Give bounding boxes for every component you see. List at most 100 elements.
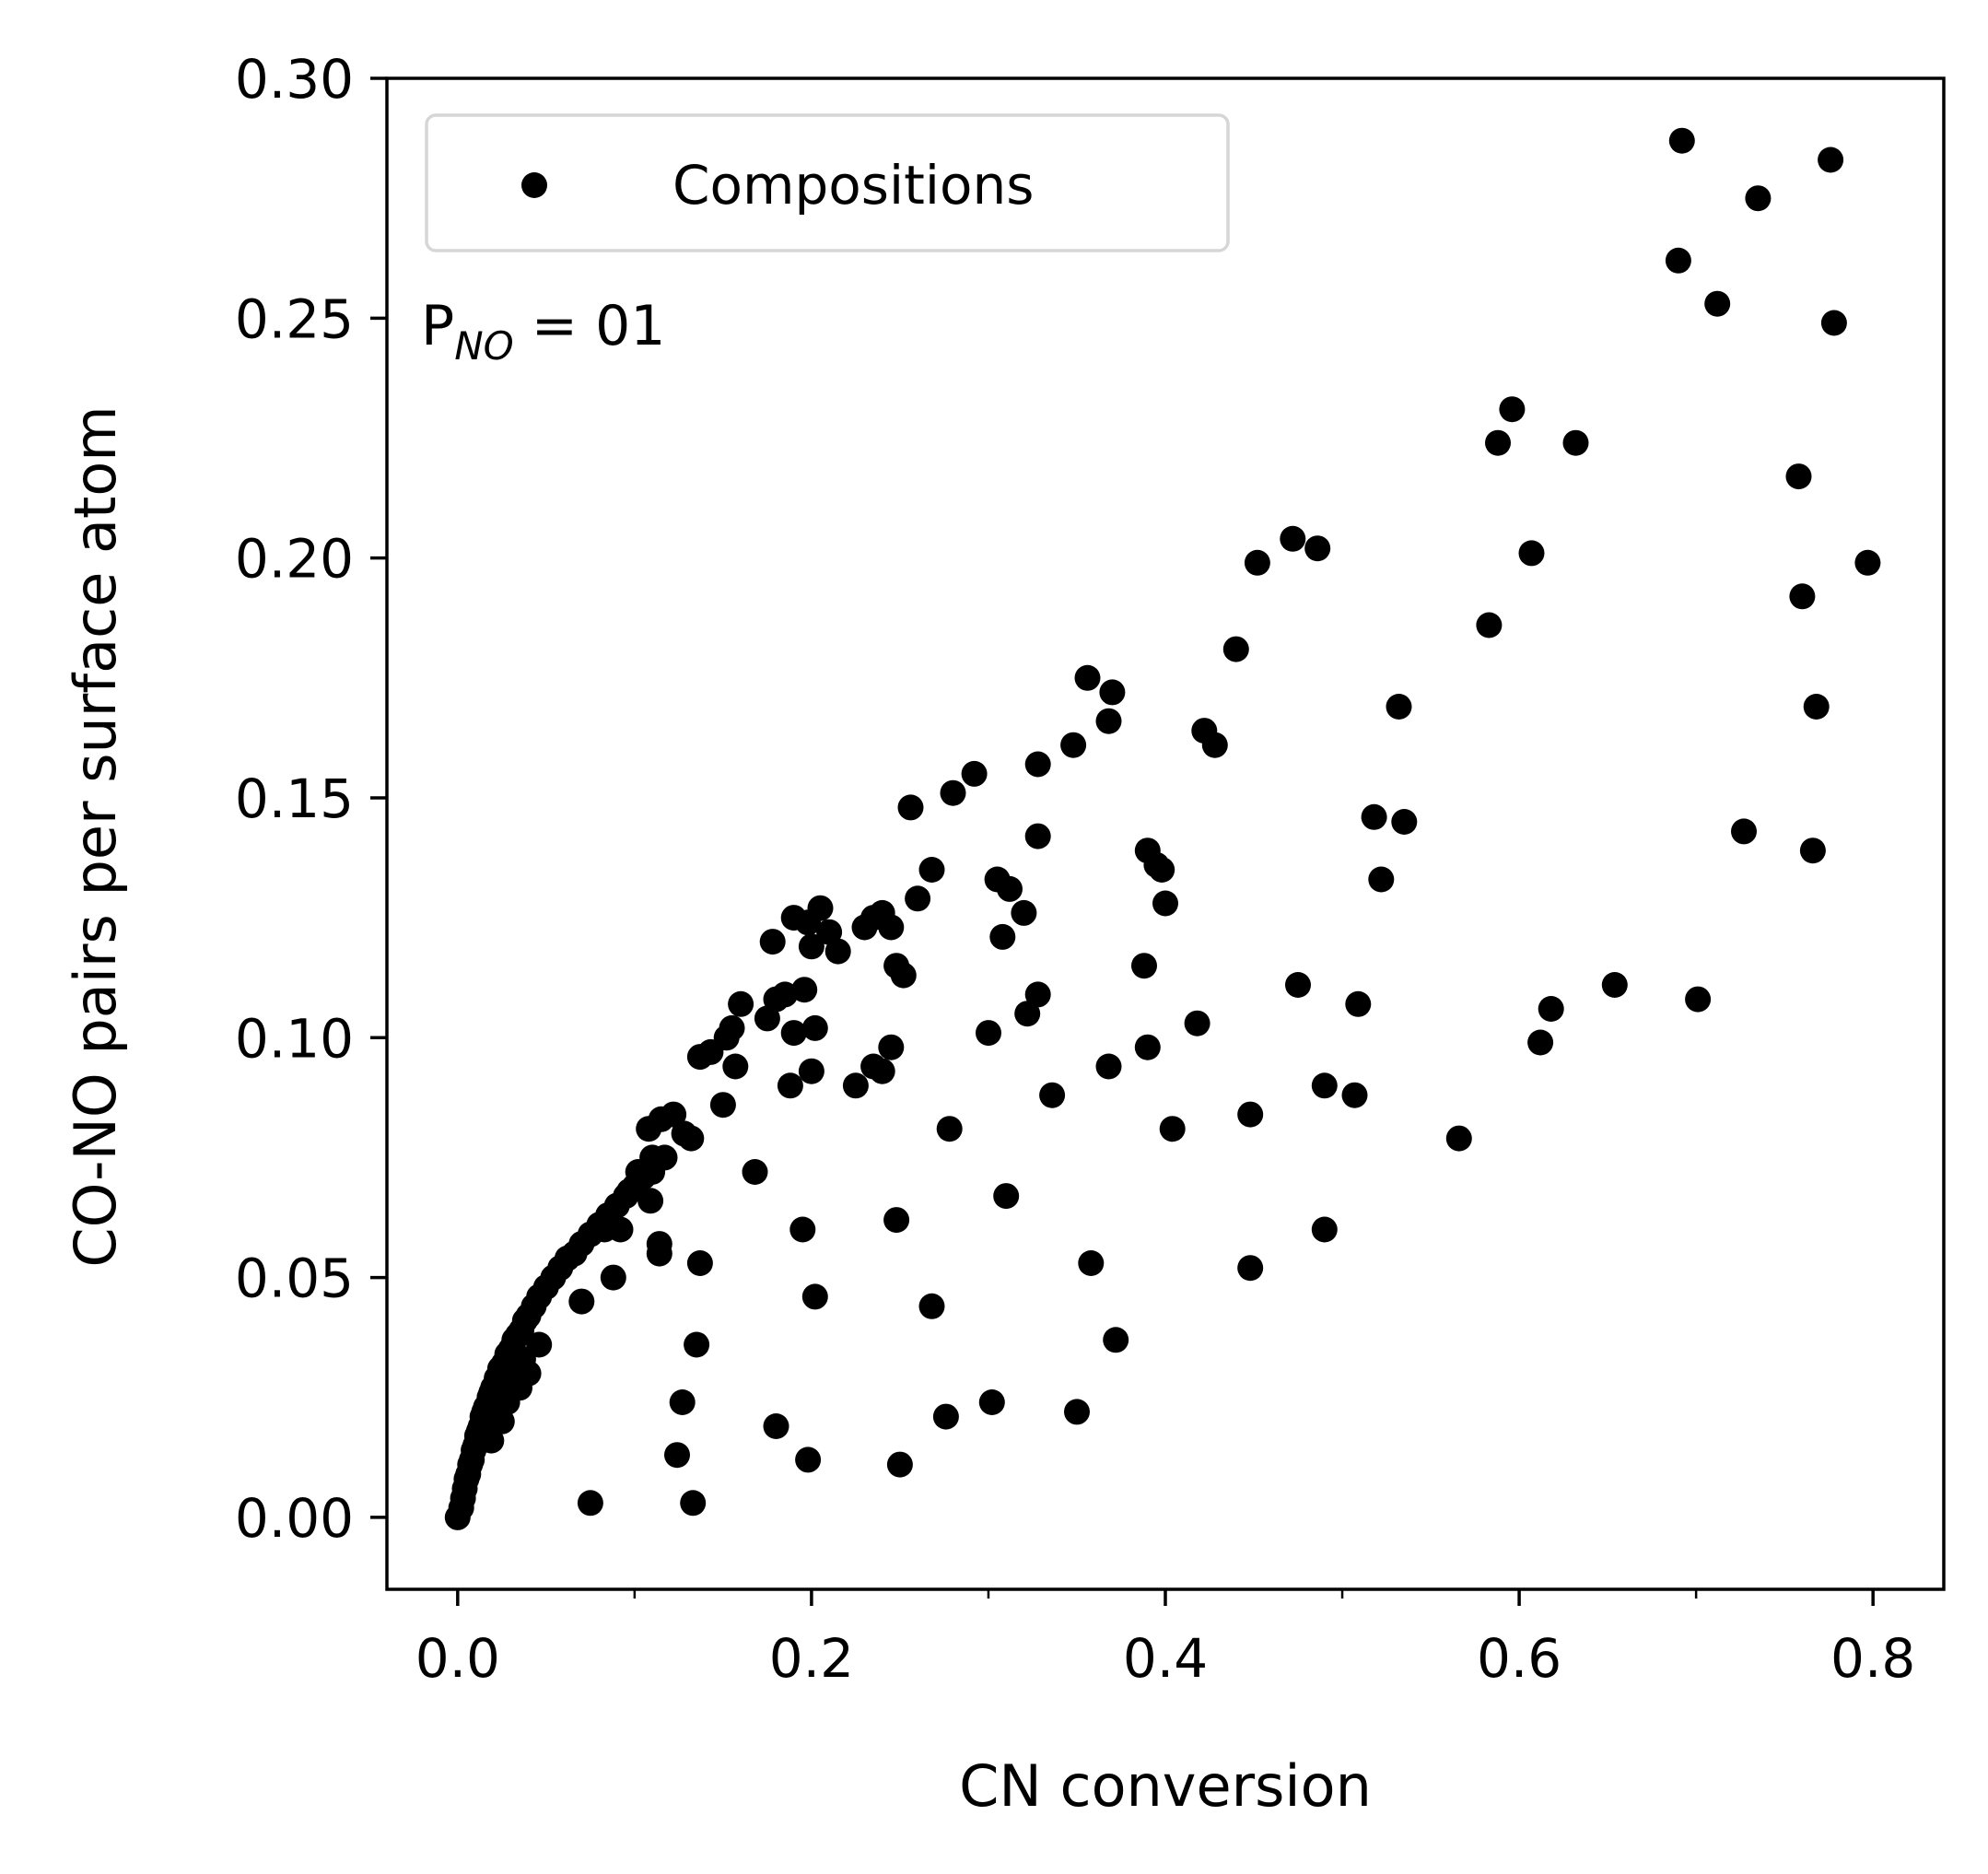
data-point [722, 1053, 749, 1080]
data-point [789, 1216, 816, 1243]
data-point [616, 1177, 643, 1204]
data-point [993, 1183, 1020, 1210]
data-point [1820, 310, 1847, 336]
data-point [897, 794, 924, 821]
y-tick-label: 0.30 [235, 48, 354, 111]
data-point [878, 1034, 905, 1060]
data-point [1078, 1250, 1105, 1276]
data-point [1818, 146, 1844, 173]
data-point [1280, 525, 1306, 552]
data-point [905, 885, 931, 912]
data-point [1476, 612, 1503, 638]
data-point [1237, 1255, 1264, 1282]
data-point [777, 1072, 803, 1099]
data-point [1345, 990, 1372, 1017]
data-point [661, 1101, 687, 1128]
data-point [1039, 1082, 1066, 1108]
y-tick-label: 0.25 [235, 287, 354, 350]
y-tick-label: 0.20 [235, 528, 354, 591]
data-point [1704, 290, 1731, 317]
data-point [989, 923, 1016, 950]
data-point [1011, 899, 1037, 926]
y-tick-label: 0.15 [235, 767, 354, 830]
data-point [1803, 694, 1830, 720]
data-point [637, 1188, 664, 1214]
data-point [754, 1005, 780, 1032]
data-point [1024, 751, 1051, 778]
data-point [890, 962, 917, 989]
data-point [664, 1442, 690, 1469]
data-point [883, 1207, 910, 1234]
annotation-subscript: NO [454, 323, 513, 369]
data-point [1731, 818, 1757, 845]
data-point [1184, 1010, 1210, 1037]
x-tick-label: 0.2 [769, 1627, 854, 1690]
legend-marker [521, 172, 547, 198]
data-point [1159, 1116, 1186, 1142]
data-point [1311, 1072, 1338, 1099]
data-point [842, 1072, 869, 1099]
data-point [759, 929, 786, 955]
data-point [728, 990, 754, 1017]
data-point [526, 1331, 553, 1358]
y-tick-label: 0.10 [235, 1007, 354, 1070]
data-point [801, 1014, 828, 1041]
data-point [1095, 1053, 1122, 1080]
data-point [686, 1250, 713, 1276]
data-point [1854, 549, 1881, 576]
data-point [1799, 837, 1826, 864]
data-point [1341, 1082, 1368, 1108]
data-point [577, 1490, 603, 1517]
data-point [936, 1116, 963, 1142]
data-point [961, 760, 988, 787]
annotation-suffix: = 01 [514, 294, 666, 358]
data-point [1538, 996, 1564, 1022]
data-point [1391, 809, 1418, 835]
data-point [1789, 583, 1816, 610]
data-point [932, 1403, 959, 1430]
data-point [678, 1125, 705, 1152]
data-point [1103, 1327, 1129, 1353]
data-point [772, 981, 799, 1008]
data-point [1665, 247, 1691, 274]
data-point [568, 1288, 595, 1315]
data-point [1237, 1101, 1264, 1128]
data-point [918, 857, 945, 883]
x-tick-label: 0.6 [1477, 1627, 1561, 1690]
data-point [918, 1293, 945, 1319]
data-point [1095, 708, 1122, 734]
data-point [997, 875, 1023, 902]
data-point [651, 1144, 678, 1171]
data-point [478, 1427, 505, 1454]
data-point [1074, 664, 1101, 691]
legend: Compositions [425, 113, 1230, 252]
data-point [1518, 540, 1545, 567]
data-point [1527, 1029, 1554, 1056]
data-point [1024, 981, 1051, 1008]
data-point [1201, 732, 1228, 758]
data-point [709, 1092, 736, 1119]
data-point [780, 1020, 807, 1047]
data-point [607, 1216, 634, 1243]
data-point [1785, 463, 1812, 490]
data-point [1386, 694, 1412, 720]
data-point [600, 1264, 626, 1291]
data-point [719, 1014, 745, 1041]
data-point [791, 977, 818, 1003]
data-point [1601, 972, 1628, 998]
data-point [795, 1446, 822, 1473]
data-point [1311, 1216, 1338, 1243]
data-point [1244, 549, 1270, 576]
data-point [742, 1159, 768, 1185]
data-point [976, 1020, 1001, 1047]
data-point [1060, 732, 1087, 758]
data-point [1499, 396, 1526, 423]
data-point [1485, 429, 1511, 456]
data-point [1361, 803, 1387, 830]
data-point [978, 1389, 1005, 1415]
data-point [886, 1451, 913, 1478]
data-point [1368, 866, 1395, 893]
data-point [684, 1331, 710, 1358]
data-point [1014, 1001, 1041, 1027]
